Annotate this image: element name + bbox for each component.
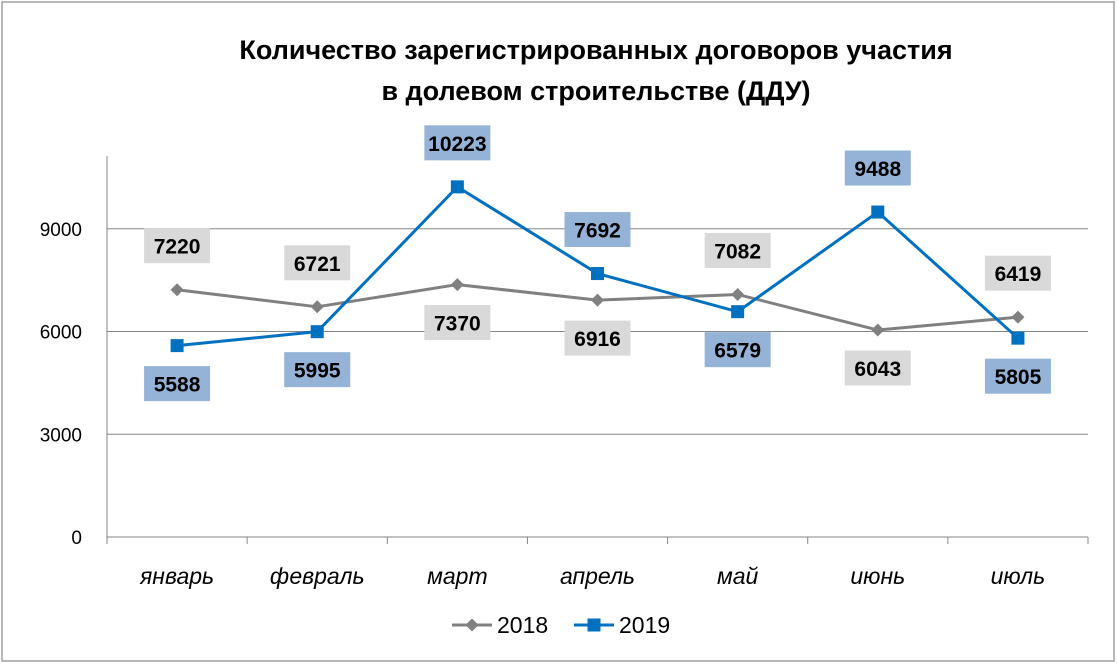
data-label-box [704,332,771,368]
data-point-2018 [450,278,464,292]
data-label-text: 5805 [995,366,1042,389]
data-label-text: 6721 [294,253,341,276]
data-label-2019: 5805 [984,358,1051,394]
data-point-2018 [310,300,324,314]
data-label-2018: 7082 [704,232,771,268]
data-label-text: 7220 [154,236,201,259]
data-label-text: 7082 [714,240,761,263]
data-label-2019: 10223 [424,125,491,161]
data-point-2019 [591,267,604,281]
data-point-2018 [871,323,885,337]
data-point-2019 [450,180,464,194]
data-point-2018 [170,283,184,297]
data-point-2019 [170,339,184,353]
data-point-2018 [731,287,745,301]
data-label-text: 6419 [995,263,1042,286]
data-point-2018 [1011,310,1025,324]
data-label-box [144,366,211,402]
data-label-2018: 7220 [144,228,211,264]
y-tick-label: 9000 [40,220,82,241]
data-label-text: 10223 [428,133,486,156]
legend-label: 2018 [497,612,548,638]
x-tick-label: февраль [270,563,365,589]
chart-title-line-1: Количество зарегистрированных договоров … [239,35,952,65]
data-label-text: 7692 [574,220,621,243]
x-tick-label: май [717,563,759,589]
data-point-2019 [731,305,745,319]
data-label-box [564,320,631,356]
data-point-2018 [591,293,604,307]
data-labels: 7220 6721 7370 6916 7082 6043 6419 5588 5995 1022… [144,125,1051,402]
x-tick-label: апрель [560,563,635,589]
data-label-text: 5995 [294,360,341,383]
data-label-text: 6043 [854,358,901,381]
data-label-box [984,358,1051,394]
data-label-text: 7370 [434,313,481,336]
data-point-2019 [310,325,324,339]
legend-label: 2019 [619,612,670,638]
axes [106,156,1089,544]
legend: 2018 2019 [452,612,670,638]
data-label-box [424,305,491,341]
data-label-box [984,255,1051,291]
data-label-box [564,212,631,248]
data-label-2019: 9488 [844,150,911,186]
chart-title-line-2: в долевом строительстве (ДДУ) [381,76,810,106]
data-label-text: 5588 [154,374,201,397]
data-label-box [284,352,351,388]
data-point-2019 [871,205,885,219]
data-label-2018: 7370 [424,305,491,341]
data-label-2019: 5588 [144,366,211,402]
data-label-box [424,125,491,161]
data-label-2019: 7692 [564,212,631,248]
data-label-box [844,350,911,386]
x-tick-label: июль [991,563,1046,589]
legend-swatch-marker [465,618,479,632]
x-tick-label: июнь [850,563,905,589]
data-label-box [144,228,211,264]
data-label-box [284,245,351,281]
x-tick-label: март [427,563,488,589]
x-tick-label: январь [139,563,214,589]
data-label-box [704,232,771,268]
data-label-box [844,150,911,186]
y-tick-label: 0 [71,528,82,549]
y-tick-label: 6000 [40,323,82,344]
x-axis-tick-labels: январь февраль март апрель май июнь июль [139,563,1045,589]
series-lines [170,180,1025,353]
chart-title: Количество зарегистрированных договоров … [239,35,952,106]
legend-item-2019: 2019 [574,612,670,638]
data-label-2018: 6043 [844,350,911,386]
legend-swatch-marker [587,618,601,632]
y-tick-label: 3000 [40,425,82,446]
data-label-2018: 6916 [564,320,631,356]
data-label-2018: 6419 [984,255,1051,291]
data-label-2019: 5995 [284,352,351,388]
data-label-text: 6916 [574,328,621,351]
y-axis-tick-labels: 0 3000 6000 9000 [40,220,82,549]
data-label-2019: 6579 [704,332,771,368]
data-label-text: 9488 [854,158,901,181]
data-label-2018: 6721 [284,245,351,281]
data-point-2019 [1011,331,1025,345]
data-label-text: 6579 [714,340,761,363]
legend-item-2018: 2018 [452,612,548,638]
